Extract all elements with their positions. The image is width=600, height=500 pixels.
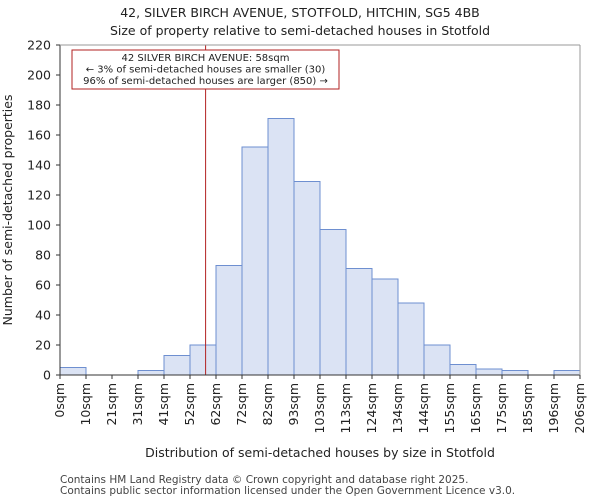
y-tick-label-0: 0: [43, 368, 51, 383]
bar-7: [241, 146, 269, 376]
bar-14: [423, 344, 451, 376]
footer-line-1: Contains HM Land Registry data © Crown c…: [60, 474, 468, 486]
x-tick-label-11: 113sqm: [338, 383, 353, 433]
x-tick-label-15: 155sqm: [442, 383, 457, 433]
y-tick-label-3: 60: [35, 278, 51, 293]
x-axis-label: Distribution of semi-detached houses by …: [145, 445, 495, 460]
x-tick-label-13: 134sqm: [390, 383, 405, 433]
axes-group: 0 20 40 60 80 100 120 140 160 180 200 220 0sqm 10sqm 2…: [27, 38, 587, 434]
x-tick-label-14: 144sqm: [416, 383, 431, 433]
y-tick-label-10: 200: [27, 68, 51, 83]
bar-11: [345, 268, 373, 376]
bar-19: [553, 370, 581, 376]
y-tick-label-8: 160: [27, 128, 51, 143]
x-tick-label-2: 21sqm: [104, 383, 119, 426]
y-tick-label-9: 180: [27, 98, 51, 113]
x-tick-label-3: 31sqm: [130, 383, 145, 426]
x-tick-label-17: 175sqm: [494, 383, 509, 433]
x-tick-label-0: 0sqm: [52, 383, 67, 418]
x-tick-label-12: 124sqm: [364, 383, 379, 433]
annotation-line-0: 42 SILVER BIRCH AVENUE: 58sqm: [122, 53, 290, 64]
bar-6: [215, 265, 243, 376]
x-tick-label-1: 10sqm: [78, 383, 93, 426]
x-tick-label-7: 72sqm: [234, 383, 249, 426]
bar-8: [267, 118, 295, 376]
bars-group: [59, 118, 581, 376]
bar-13: [397, 302, 425, 376]
x-tick-label-10: 103sqm: [312, 383, 327, 433]
x-tick-label-20: 206sqm: [572, 383, 587, 433]
bar-0: [59, 367, 87, 376]
annotation-line-1: ← 3% of semi-detached houses are smaller…: [86, 65, 326, 76]
x-tick-label-9: 93sqm: [286, 383, 301, 426]
x-tick-label-8: 82sqm: [260, 383, 275, 426]
x-tick-label-19: 196sqm: [546, 383, 561, 433]
y-tick-label-6: 120: [27, 188, 51, 203]
chart-title: 42, SILVER BIRCH AVENUE, STOTFOLD, HITCH…: [120, 5, 480, 20]
x-tick-label-6: 62sqm: [208, 383, 223, 426]
bar-3: [137, 370, 165, 376]
annotation-line-2: 96% of semi-detached houses are larger (…: [83, 76, 328, 87]
bar-15: [449, 364, 477, 376]
bar-5: [189, 344, 217, 376]
bar-12: [371, 278, 399, 376]
annotation-box: [71, 49, 340, 90]
x-tick-label-16: 165sqm: [468, 383, 483, 433]
y-tick-label-7: 140: [27, 158, 51, 173]
bar-9: [293, 181, 321, 376]
chart-subtitle: Size of property relative to semi-detach…: [110, 23, 490, 38]
y-tick-label-1: 20: [35, 338, 51, 353]
y-tick-label-2: 40: [35, 308, 51, 323]
y-axis-label: Number of semi-detached properties: [0, 95, 15, 326]
marker-group: 42 SILVER BIRCH AVENUE: 58sqm← 3% of sem…: [71, 45, 340, 375]
bar-10: [319, 229, 347, 376]
x-tick-label-18: 185sqm: [520, 383, 535, 433]
y-tick-label-11: 220: [27, 38, 51, 53]
y-tick-label-4: 80: [35, 248, 51, 263]
bar-16: [475, 368, 503, 376]
bar-17: [501, 370, 529, 376]
bar-4: [163, 355, 191, 376]
x-tick-label-5: 52sqm: [182, 383, 197, 426]
x-tick-label-4: 41sqm: [156, 383, 171, 426]
footer-line-2: Contains public sector information licen…: [60, 485, 515, 497]
y-tick-label-5: 100: [27, 218, 51, 233]
